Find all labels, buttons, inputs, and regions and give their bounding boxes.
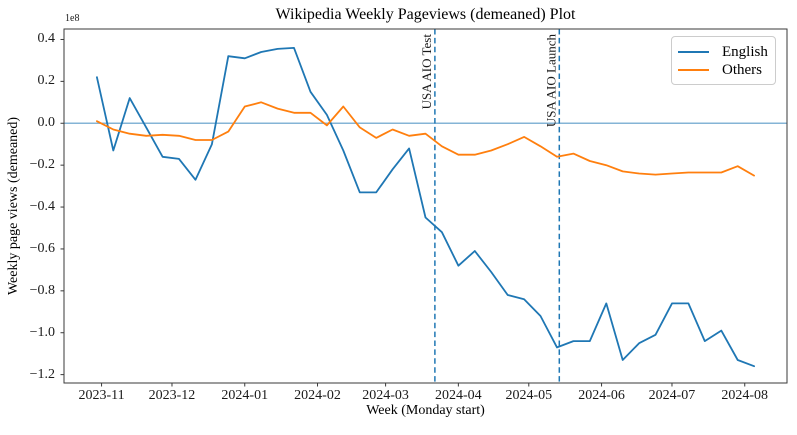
legend-swatch-others-line — [678, 69, 709, 71]
x-tick-label: 2023-11 — [78, 388, 125, 403]
series-line-english — [96, 47, 755, 368]
legend-entry-others: Others — [678, 61, 769, 79]
y-tick-label: 0.0 — [37, 115, 56, 131]
legend-swatch-english-line — [678, 51, 709, 53]
x-tick-label: 2024-01 — [221, 388, 269, 403]
y-axis-offset-text: 1e8 — [65, 13, 80, 24]
x-tick-label: 2024-03 — [362, 388, 409, 403]
legend-entry-english: English — [678, 43, 769, 61]
y-tick-label: 0.4 — [37, 31, 56, 47]
annotation-usa-aio-test: USA AIO Test — [419, 34, 434, 110]
y-tick-label: −0.4 — [29, 199, 55, 215]
y-tick-label: −0.8 — [29, 282, 55, 298]
y-tick-label: −0.6 — [29, 240, 55, 256]
y-tick-label: −0.2 — [29, 157, 55, 173]
x-tick-label: 2024-02 — [294, 388, 341, 403]
y-tick-label: −1.2 — [29, 366, 55, 382]
annotation-usa-aio-launch: USA AIO Launch — [543, 34, 558, 128]
x-tick-label: 2024-08 — [721, 388, 769, 403]
y-tick-label: −1.0 — [29, 324, 55, 340]
x-tick-label: 2024-05 — [505, 388, 553, 403]
x-tick-label: 2024-07 — [648, 388, 696, 403]
x-tick-label: 2023-12 — [148, 388, 196, 403]
legend-label-others: Others — [722, 62, 762, 78]
y-tick-label: 0.2 — [37, 73, 56, 89]
x-tick-label: 2024-06 — [578, 388, 625, 403]
x-tick-label: 2024-04 — [435, 388, 482, 403]
series-line-others — [96, 101, 755, 177]
x-axis-label: Week (Monday start) — [366, 403, 485, 418]
chart-title: Wikipedia Weekly Pageviews (demeaned) Pl… — [275, 6, 576, 23]
legend-label-english: English — [722, 44, 768, 60]
legend: English Others — [671, 36, 776, 85]
